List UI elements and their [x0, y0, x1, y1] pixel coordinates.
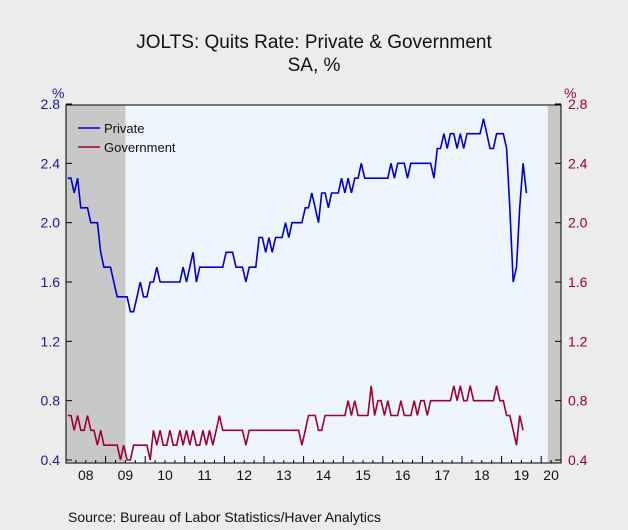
- series-line-government: [67, 385, 524, 461]
- y-tick-label-right: 0.8: [568, 393, 588, 409]
- x-tick-label: 13: [276, 467, 292, 483]
- legend-label-government: Government: [104, 140, 176, 155]
- recession-band: [66, 105, 126, 463]
- source-note: Source: Bureau of Labor Statistics/Haver…: [68, 509, 381, 525]
- y-tick-label-right: 2.8: [568, 96, 588, 112]
- chart-title: JOLTS: Quits Rate: Private & Government: [136, 32, 492, 53]
- series-line-private: [67, 118, 528, 313]
- y-unit-right: %: [564, 85, 576, 101]
- x-tick-label: 19: [514, 467, 530, 483]
- y-tick-label-right: 1.6: [568, 274, 588, 290]
- y-tick-label-left: 2.4: [41, 155, 61, 171]
- y-tick-label-right: 0.4: [568, 452, 588, 468]
- y-tick-label-left: 0.8: [41, 393, 61, 409]
- x-tick-label: 11: [197, 467, 212, 483]
- y-tick-label-left: 1.2: [41, 333, 61, 349]
- x-tick-label: 20: [543, 467, 559, 483]
- x-tick-label: 14: [316, 467, 332, 483]
- y-tick-label-left: 0.4: [41, 452, 61, 468]
- y-tick-label-left: 2.0: [41, 215, 61, 231]
- y-tick-label-right: 2.0: [568, 215, 588, 231]
- plot-area: [66, 105, 561, 463]
- x-tick-label: 15: [355, 467, 371, 483]
- x-tick-label: 08: [78, 467, 94, 483]
- y-tick-label-left: 1.6: [41, 274, 61, 290]
- x-tick-label: 10: [157, 467, 173, 483]
- x-tick-label: 18: [474, 467, 490, 483]
- y-unit-left: %: [52, 85, 64, 101]
- x-tick-label: 17: [434, 467, 450, 483]
- recession-band: [547, 105, 561, 463]
- x-tick-label: 12: [236, 467, 252, 483]
- x-tick-label: 16: [395, 467, 411, 483]
- y-tick-label-right: 2.4: [568, 155, 588, 171]
- legend-label-private: Private: [104, 121, 144, 136]
- y-tick-label-left: 2.8: [41, 96, 61, 112]
- chart-subtitle: SA, %: [287, 55, 341, 76]
- x-tick-label: 09: [118, 467, 134, 483]
- y-tick-label-right: 1.2: [568, 333, 588, 349]
